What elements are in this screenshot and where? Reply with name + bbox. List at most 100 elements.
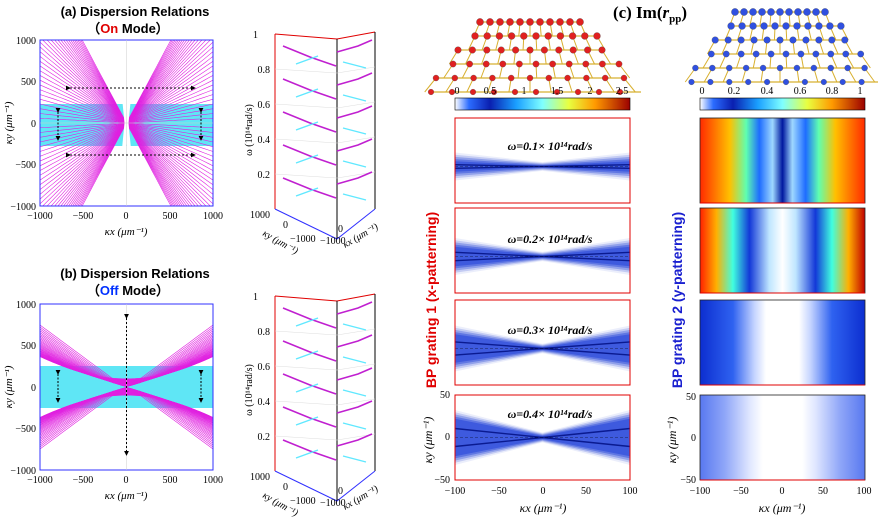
colorbar-right xyxy=(699,97,866,111)
svg-text:0.8: 0.8 xyxy=(826,86,839,97)
svg-text:0: 0 xyxy=(31,383,36,394)
svg-text:0.4: 0.4 xyxy=(258,135,271,146)
svg-text:50: 50 xyxy=(440,390,450,401)
svg-text:2: 2 xyxy=(588,86,593,97)
kx-label-3d-b: κx (μm⁻¹) xyxy=(341,483,381,512)
y-ticks-b: 1000 500 0 −500 −1000 xyxy=(10,300,36,477)
bp-lattice-blue-illustration xyxy=(684,8,878,86)
bp-lattice-red-illustration xyxy=(424,18,641,96)
svg-text:100: 100 xyxy=(857,486,872,497)
z-label-a: ω (10¹⁴rad/s) xyxy=(244,104,255,156)
kx-label-3d-a: κx (μm⁻¹) xyxy=(341,221,381,250)
svg-text:−50: −50 xyxy=(434,475,450,486)
x-label-a: κx (μm⁻¹) xyxy=(105,226,148,238)
dispersion-3d-b xyxy=(274,293,376,502)
svg-text:50: 50 xyxy=(581,486,591,497)
map-y-label-left: κy (μm⁻¹) xyxy=(421,417,435,464)
svg-text:1000: 1000 xyxy=(16,300,36,311)
svg-text:500: 500 xyxy=(21,77,36,88)
svg-text:0: 0 xyxy=(700,86,705,97)
svg-text:−100: −100 xyxy=(690,486,711,497)
svg-text:0.2: 0.2 xyxy=(258,170,271,181)
y-ticks-a: 1000 500 0 −500 −1000 xyxy=(10,36,36,213)
dispersion-curves-a xyxy=(40,40,213,206)
grating2-label: BP grating 2 (y-patterning) xyxy=(669,212,685,388)
svg-text:0.2: 0.2 xyxy=(258,432,271,443)
svg-text:50: 50 xyxy=(818,486,828,497)
svg-text:−50: −50 xyxy=(733,486,749,497)
z-label-b: ω (10¹⁴rad/s) xyxy=(244,364,255,416)
colorbar-right-ticks: 0 0.2 0.4 0.6 0.8 1 xyxy=(700,86,863,97)
svg-text:2.5: 2.5 xyxy=(616,86,629,97)
map-ticks: 50 0 −50 −100 −50 0 50 100 50 0 −50 −100… xyxy=(434,390,871,497)
grating1-omega-labels: ω=0.1× 10¹⁴rad/s ω=0.2× 10¹⁴rad/s ω=0.3×… xyxy=(508,139,593,421)
svg-text:0.6: 0.6 xyxy=(258,362,271,373)
svg-text:−1000: −1000 xyxy=(320,498,346,509)
svg-text:0: 0 xyxy=(445,432,450,443)
x-label-b: κx (μm⁻¹) xyxy=(105,490,148,502)
svg-text:−1000: −1000 xyxy=(10,202,36,213)
svg-text:0.4: 0.4 xyxy=(761,86,774,97)
svg-text:0: 0 xyxy=(338,224,343,235)
svg-text:−50: −50 xyxy=(491,486,507,497)
svg-text:0: 0 xyxy=(455,86,460,97)
svg-text:1.5: 1.5 xyxy=(551,86,564,97)
grating1-maps xyxy=(454,117,631,481)
x-ticks-a: −1000 −500 0 500 1000 xyxy=(27,211,223,222)
panel-b-mode: （Off Mode） xyxy=(87,283,169,298)
colorbar-left xyxy=(454,97,631,111)
svg-text:0: 0 xyxy=(338,486,343,497)
svg-text:1: 1 xyxy=(253,30,258,41)
svg-text:0.4: 0.4 xyxy=(258,397,271,408)
svg-text:1000: 1000 xyxy=(203,475,223,486)
svg-text:0.8: 0.8 xyxy=(258,65,271,76)
svg-text:0: 0 xyxy=(691,433,696,444)
panel-c-title: (c) Im(rpp) xyxy=(613,3,687,25)
svg-text:0: 0 xyxy=(780,486,785,497)
svg-text:100: 100 xyxy=(623,486,638,497)
svg-text:−500: −500 xyxy=(15,424,36,435)
svg-text:0: 0 xyxy=(31,119,36,130)
svg-text:0: 0 xyxy=(124,475,129,486)
panel-a-mode: （On Mode） xyxy=(87,21,169,36)
x-ticks-b: −1000 −500 0 500 1000 xyxy=(27,475,223,486)
svg-text:0.2: 0.2 xyxy=(728,86,741,97)
svg-text:500: 500 xyxy=(163,211,178,222)
svg-text:0: 0 xyxy=(283,482,288,493)
grating2-frames xyxy=(699,117,866,481)
y-label-a: κy (μm⁻¹) xyxy=(3,101,15,144)
grating2-maps xyxy=(700,118,865,480)
svg-text:50: 50 xyxy=(686,392,696,403)
svg-text:−1000: −1000 xyxy=(290,234,316,245)
svg-text:−500: −500 xyxy=(15,160,36,171)
svg-text:500: 500 xyxy=(163,475,178,486)
svg-text:500: 500 xyxy=(21,341,36,352)
svg-text:1000: 1000 xyxy=(250,210,270,221)
svg-text:0: 0 xyxy=(283,220,288,231)
svg-text:1000: 1000 xyxy=(250,472,270,483)
map-y-label-right: κy (μm⁻¹) xyxy=(665,417,679,464)
svg-text:1000: 1000 xyxy=(16,36,36,47)
svg-text:−1000: −1000 xyxy=(27,211,53,222)
svg-text:0.6: 0.6 xyxy=(794,86,807,97)
y-label-b: κy (μm⁻¹) xyxy=(3,365,15,408)
grating1-label: BP grating 1 (x-patterning) xyxy=(423,212,439,388)
svg-text:0: 0 xyxy=(541,486,546,497)
svg-text:−1000: −1000 xyxy=(10,466,36,477)
dispersion-3d-a xyxy=(274,31,376,240)
svg-text:1: 1 xyxy=(522,86,527,97)
svg-text:−1000: −1000 xyxy=(27,475,53,486)
panel-a-title: (a) Dispersion Relations xyxy=(61,4,210,19)
omega-label-1: ω=0.1× 10¹⁴rad/s xyxy=(508,139,593,153)
omega-label-2: ω=0.2× 10¹⁴rad/s xyxy=(508,232,593,246)
svg-text:−100: −100 xyxy=(445,486,466,497)
svg-text:0.5: 0.5 xyxy=(484,86,497,97)
omega-label-3: ω=0.3× 10¹⁴rad/s xyxy=(508,323,593,337)
svg-text:0: 0 xyxy=(124,211,129,222)
svg-text:−50: −50 xyxy=(680,475,696,486)
panel-b-title: (b) Dispersion Relations xyxy=(60,266,210,281)
map-x-label-right: κx (μm⁻¹) xyxy=(759,501,806,515)
omega-label-4: ω=0.4× 10¹⁴rad/s xyxy=(508,407,593,421)
3d-labels: ω (10¹⁴rad/s) 1 0.8 0.6 0.4 0.2 1000 0 −… xyxy=(244,30,381,519)
